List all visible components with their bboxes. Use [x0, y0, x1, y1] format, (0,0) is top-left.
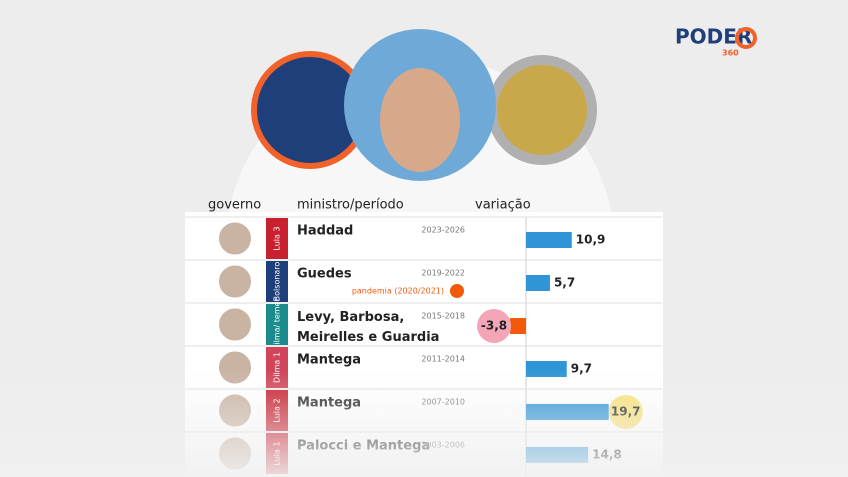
- note: pandemia (2020/2021): [352, 287, 444, 296]
- coin-photo: [487, 55, 597, 165]
- period: 2023-2026: [421, 226, 465, 235]
- avatar: [217, 306, 253, 343]
- government-label: Dilma 1: [273, 352, 282, 383]
- minister-name: Guedes: [297, 267, 352, 282]
- value-label: 5,7: [554, 276, 575, 290]
- face: [380, 68, 460, 172]
- value-badge: [477, 309, 512, 343]
- logo-sun: [735, 27, 757, 49]
- government-tag: [266, 304, 288, 345]
- column-header: governo: [208, 198, 261, 213]
- bar: [510, 318, 526, 334]
- bar: [526, 275, 550, 291]
- government-label: Dilma/ temer: [273, 297, 282, 350]
- period: 2011-2014: [421, 355, 465, 364]
- value-label: -3,8: [481, 319, 507, 333]
- bar: [526, 232, 572, 248]
- government-label: Bolsonaro: [273, 262, 282, 302]
- minister-name: Haddad: [297, 224, 353, 239]
- government-tag: [266, 261, 288, 302]
- column-header: ministro/período: [297, 198, 404, 213]
- minister-name: Levy, Barbosa, Meirelles e Guardia: [297, 310, 439, 345]
- column-header: variação: [475, 198, 531, 213]
- logo-sub: 360: [722, 49, 739, 58]
- value-label: 10,9: [576, 233, 606, 247]
- government-tag: [266, 218, 288, 259]
- period: 2019-2022: [421, 269, 465, 278]
- government-label: Lula 3: [273, 226, 282, 250]
- virus-icon: [450, 284, 464, 298]
- avatar: [217, 220, 253, 257]
- avatar: [217, 263, 253, 300]
- minister-name: Mantega: [297, 353, 361, 368]
- period: 2015-2018: [421, 312, 465, 321]
- fade-overlay: [0, 370, 848, 477]
